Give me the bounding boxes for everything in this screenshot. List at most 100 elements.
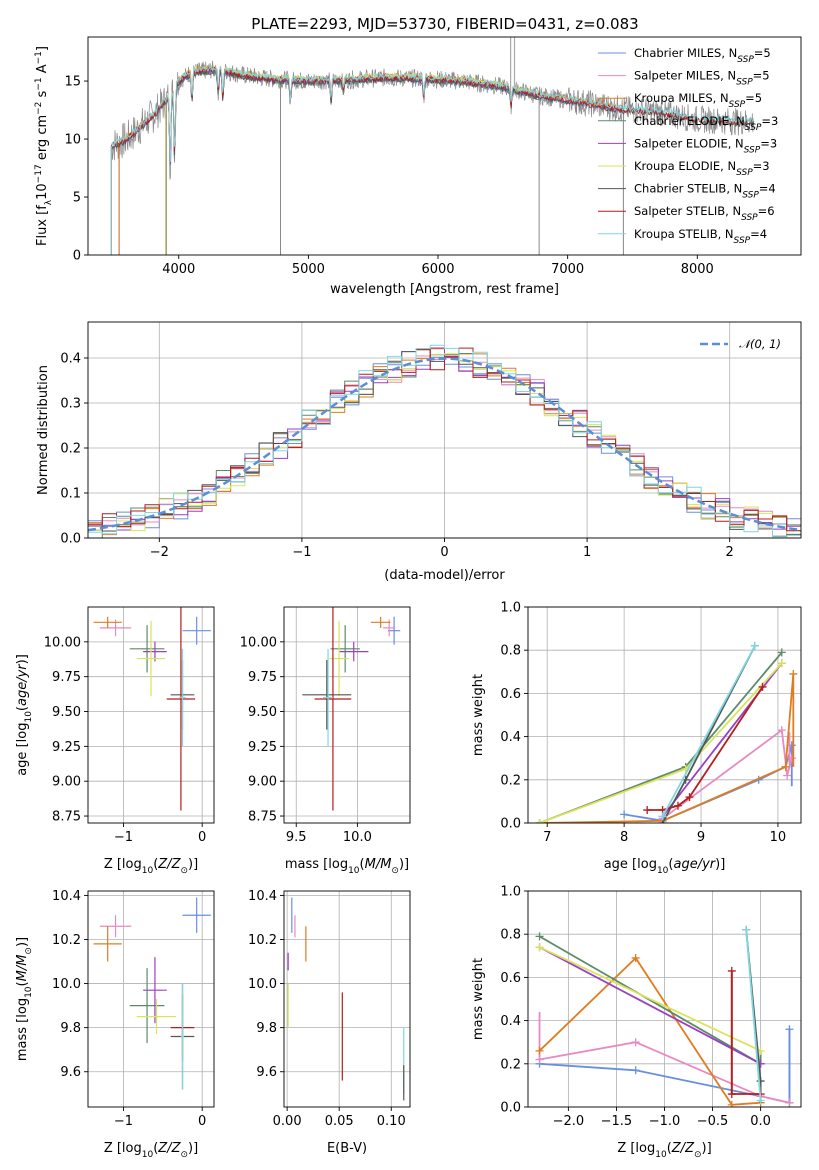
- label-part: Chabrier STELIB, N: [634, 182, 742, 196]
- axes-frame: [283, 890, 411, 1108]
- label-part: Z/Z: [671, 1141, 695, 1156]
- y-tick-label: 0.2: [500, 1057, 521, 1072]
- y-tick-label: 0.4: [500, 730, 521, 745]
- plot-area: [535, 641, 798, 823]
- weight-line-salpeter_elodie: [539, 946, 762, 1065]
- x-tick-label: 0.00: [273, 1114, 302, 1129]
- y-tick-label: 0.0: [500, 1101, 521, 1116]
- axes-frame: [527, 606, 802, 824]
- weight-marker-kroupa_stelib: [750, 641, 759, 650]
- label-part: )]: [15, 654, 30, 664]
- label-part: Salpeter ELODIE, N: [634, 136, 744, 150]
- y-axis-label: mass [log10(M/M⊙)]: [15, 937, 34, 1061]
- y-axis-label: Normed distribution: [36, 365, 51, 495]
- label-part: ⊙: [180, 866, 188, 876]
- label-part: age [log: [604, 857, 657, 872]
- y-tick-label: 0.4: [60, 352, 81, 367]
- axes-mass_vs_ebv: 0.00 0.05 0.10 9.6 9.8 10.0 10.2 10.4 E(B-V): [248, 889, 411, 1156]
- weight-marker-chabrier_elodie: [535, 932, 544, 941]
- label-part: A: [35, 64, 50, 77]
- y-tick-label: 0.4: [500, 1014, 521, 1029]
- x-tick-label: −1: [292, 545, 311, 560]
- axes-frame: [87, 36, 802, 256]
- y-tick-label: 10.2: [248, 933, 277, 948]
- plot-area: [93, 607, 211, 811]
- weight-marker-kroupa_elodie: [535, 943, 544, 952]
- label-part: Z/Z: [157, 857, 181, 872]
- x-tick-label: −2.0: [553, 1114, 585, 1129]
- weight-marker-kroupa_miles: [781, 762, 790, 771]
- x-tick-label: −1: [114, 1114, 133, 1129]
- weight-line-kroupa_elodie: [539, 662, 783, 823]
- weight-line-salpeter_miles: [662, 728, 793, 820]
- label-part: age/yr: [673, 857, 716, 872]
- x-tick-label: 10: [770, 830, 787, 845]
- label-part: Salpeter MILES, N: [634, 69, 736, 83]
- label-part: Kroupa MILES, N: [634, 91, 729, 105]
- y-tick-label: 1.0: [500, 601, 521, 616]
- label-part: Z [log: [104, 1141, 142, 1156]
- label-part: Z [log: [617, 1141, 655, 1156]
- label-part: 10: [24, 711, 34, 723]
- x-tick-label: 9: [697, 830, 705, 845]
- axes-spectrum: 4000 5000 6000 7000 8000 0 5 10 15 wavelength [An…: [34, 36, 802, 297]
- label-part: =4: [750, 227, 767, 241]
- y-tick-label: 0.6: [500, 971, 521, 986]
- y-axis-label: Flux [fλ10−17 erg cm−2 s−1 A−1]: [34, 46, 54, 246]
- label-part: −1: [34, 51, 44, 64]
- label-part: age [log: [15, 723, 30, 776]
- label-part: SSP: [734, 236, 751, 246]
- y-tick-label: 1.0: [500, 885, 521, 900]
- x-tick-label: 7: [543, 830, 551, 845]
- legend-label-chabrier_stelib: Chabrier STELIB, NSSP=4: [634, 182, 776, 201]
- y-tick-label: 10.0: [52, 977, 81, 992]
- y-tick-label: 10.00: [44, 635, 81, 650]
- weight-marker-kroupa_elodie: [777, 659, 786, 668]
- label-part: Kroupa ELODIE, N: [634, 159, 736, 173]
- label-part: SSP: [736, 78, 753, 88]
- weight-marker-kroupa_miles: [535, 1046, 544, 1055]
- label-part: =3: [753, 159, 770, 173]
- figure-title: PLATE=2293, MJD=53730, FIBERID=0431, z=0…: [251, 15, 638, 33]
- weight-marker-chabrier_elodie: [777, 648, 786, 657]
- label-part: s: [35, 90, 50, 101]
- y-tick-label: 0.2: [500, 773, 521, 788]
- label-part: erg cm: [35, 115, 50, 164]
- legend-label-salpeter_miles: Salpeter MILES, NSSP=5: [634, 69, 770, 88]
- normal-curve: [88, 357, 801, 532]
- weight-marker-kroupa_elodie: [535, 819, 544, 823]
- label-part: SSP: [737, 55, 754, 65]
- x-axis-label: E(B-V): [327, 1141, 367, 1156]
- label-part: M/M: [15, 955, 30, 982]
- y-tick-label: 10: [64, 133, 81, 148]
- label-part: 10: [24, 986, 34, 998]
- y-tick-label: 9.6: [256, 1065, 277, 1080]
- label-part: )]: [188, 857, 198, 872]
- y-tick-label: 9.25: [248, 740, 277, 755]
- label-part: Chabrier MILES, N: [634, 46, 737, 60]
- y-tick-label: 15: [64, 75, 81, 90]
- label-part: =3: [760, 136, 777, 150]
- y-tick-label: 0.2: [60, 442, 81, 457]
- label-part: ]: [35, 46, 50, 51]
- plot-area: [302, 607, 401, 811]
- label-part: )]: [188, 1141, 198, 1156]
- axes-frame: [283, 606, 411, 824]
- label-part: λ: [44, 199, 54, 205]
- axes-residuals: −2 −1 0 1 2 0.0 0.1 0.2 0.3 0.4 𝒩(0, 1) (data-model…: [36, 321, 802, 583]
- label-part: Salpeter STELIB, N: [634, 204, 741, 218]
- x-tick-label: 5000: [292, 262, 325, 277]
- y-tick-label: 0.8: [500, 928, 521, 943]
- weight-marker-salpeter_stelib: [673, 801, 682, 810]
- label-part: SSP: [744, 145, 761, 155]
- model-spectrum-chabrier_miles: [118, 68, 622, 166]
- label-part: ⊙: [694, 1150, 702, 1160]
- x-tick-label: 0: [440, 545, 448, 560]
- y-axis-label: mass weight: [471, 958, 486, 1040]
- x-tick-label: 2: [726, 545, 734, 560]
- label-part: Chabrier ELODIE, N: [634, 114, 745, 128]
- plot-area: [88, 344, 801, 538]
- label-part: 10: [348, 866, 360, 876]
- label-part: )]: [702, 1141, 712, 1156]
